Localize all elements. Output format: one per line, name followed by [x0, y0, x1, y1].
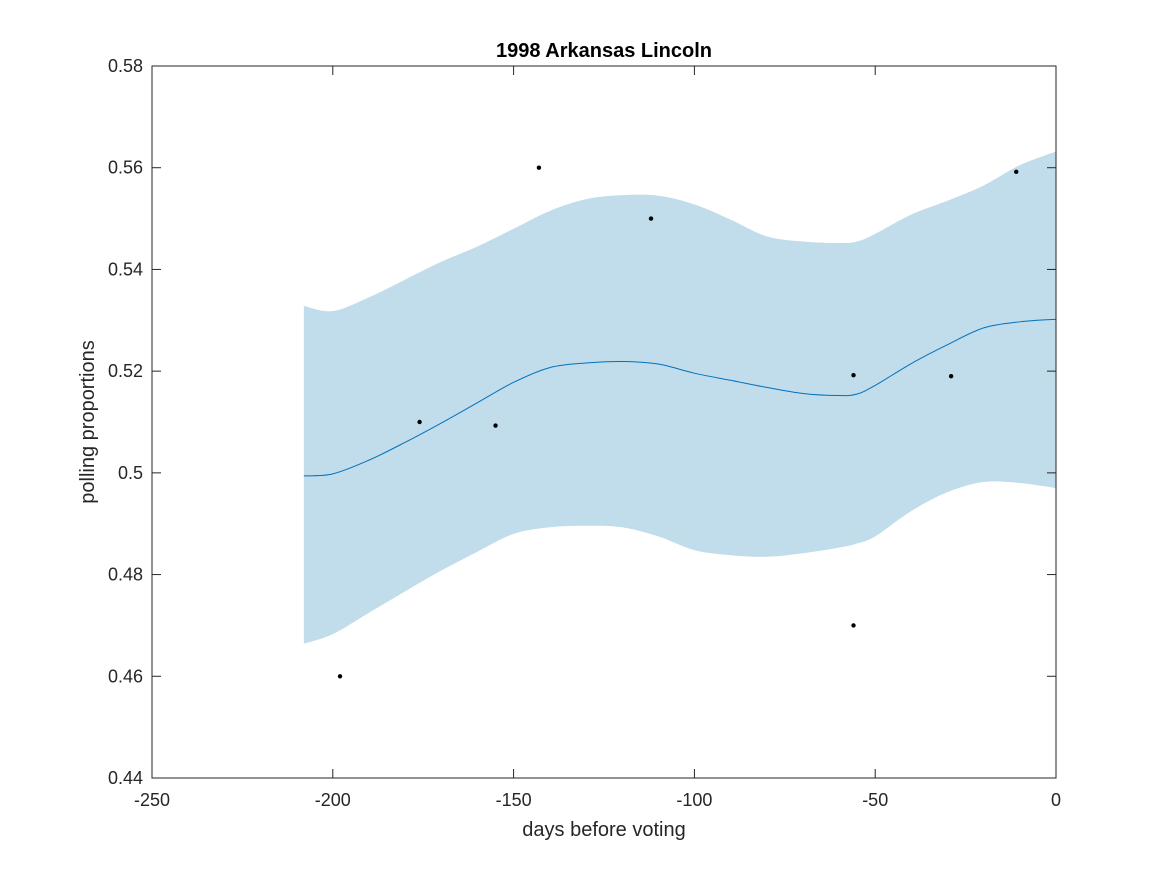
data-point [851, 373, 856, 378]
data-point [536, 165, 542, 170]
data-point [1014, 169, 1019, 174]
x-axis-title: days before voting [522, 819, 685, 841]
fit-line [303, 318, 1057, 477]
y-axis-ticks: 0.44 0.46 0.48 0.5 0.52 0.54 0.56 0.58 [108, 56, 1056, 788]
confidence-band [303, 151, 1056, 644]
x-tick-label: -100 [676, 790, 712, 810]
y-axis-title: polling proportions [77, 340, 99, 503]
y-tick-label: 0.46 [108, 666, 143, 686]
y-tick-label: 0.5 [118, 463, 143, 483]
x-axis-ticks: -250 -200 -150 -100 -50 0 [134, 66, 1061, 810]
data-point [417, 419, 422, 425]
scatter-points-layer [337, 165, 1019, 679]
fit-line-layer [303, 318, 1057, 477]
x-tick-label: -250 [134, 790, 170, 810]
data-point [648, 216, 654, 221]
confidence-band-layer [303, 151, 1056, 644]
chart-title: 1998 Arkansas Lincoln [496, 40, 712, 62]
plot-area-frame [151, 65, 1057, 779]
y-tick-label: 0.56 [108, 158, 143, 178]
data-point [948, 374, 954, 379]
data-point [493, 423, 498, 428]
x-tick-label: -150 [496, 790, 532, 810]
y-tick-label: 0.52 [108, 361, 143, 381]
data-point [851, 623, 856, 628]
y-tick-label: 0.58 [108, 56, 143, 76]
x-tick-label: -200 [315, 790, 351, 810]
y-tick-label: 0.48 [108, 565, 143, 585]
data-point [337, 674, 343, 679]
y-tick-label: 0.54 [108, 259, 143, 279]
x-tick-label: 0 [1051, 790, 1061, 810]
x-tick-label: -50 [862, 790, 888, 810]
y-tick-label: 0.44 [108, 768, 143, 788]
